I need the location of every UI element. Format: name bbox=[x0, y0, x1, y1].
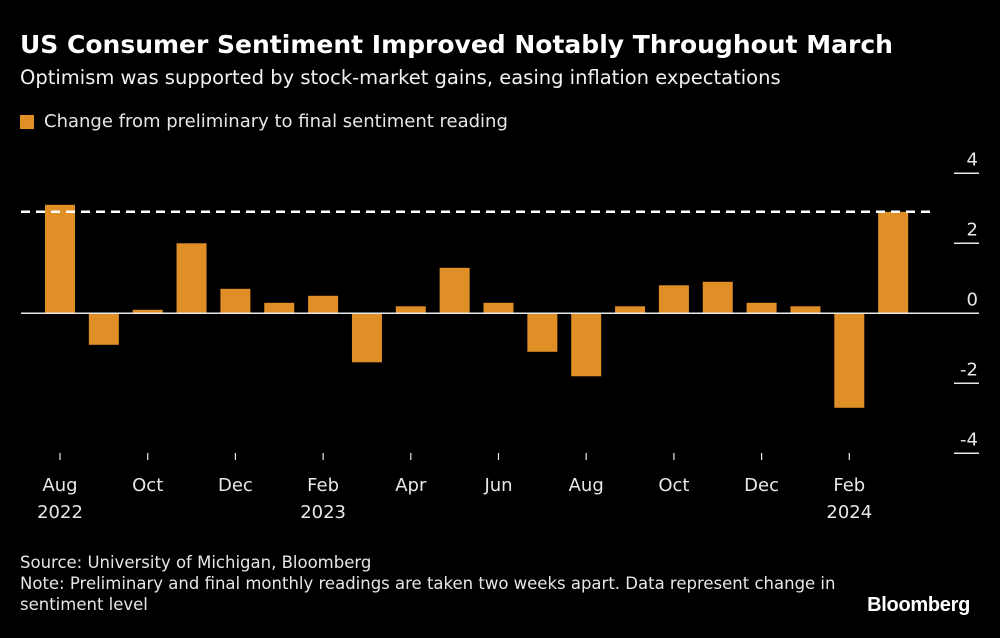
x-tick-label: Aug bbox=[569, 475, 604, 496]
x-tick-label: Dec bbox=[744, 475, 779, 496]
bar-mar-2024 bbox=[878, 211, 909, 314]
y-tick-label: 2 bbox=[967, 219, 978, 240]
legend: Change from preliminary to final sentime… bbox=[20, 111, 508, 132]
bar-apr-2023 bbox=[395, 306, 426, 314]
note-text: Note: Preliminary and final monthly read… bbox=[20, 574, 836, 614]
y-tick-label: -4 bbox=[960, 429, 978, 450]
bar-sep-2023 bbox=[615, 306, 646, 314]
bar-oct-2022 bbox=[132, 309, 163, 314]
x-tick-label: Feb bbox=[307, 475, 339, 496]
bar-may-2023 bbox=[439, 267, 470, 314]
x-tick-year-label: 2024 bbox=[826, 502, 872, 523]
x-tick-label: Apr bbox=[395, 475, 427, 496]
bar-jan-2024 bbox=[790, 306, 821, 314]
bar-jul-2023 bbox=[527, 313, 558, 352]
bar-dec-2022 bbox=[220, 288, 251, 314]
chart-subtitle: Optimism was supported by stock-market g… bbox=[20, 66, 781, 89]
bar-aug-2023 bbox=[571, 313, 602, 377]
x-tick-year-label: 2023 bbox=[300, 502, 346, 523]
bar-sep-2022 bbox=[88, 313, 119, 345]
x-tick-label: Feb bbox=[833, 475, 865, 496]
x-tick-label: Jun bbox=[483, 475, 512, 496]
chart-title: US Consumer Sentiment Improved Notably T… bbox=[20, 30, 893, 59]
y-tick-label: -2 bbox=[960, 359, 978, 380]
bar-nov-2023 bbox=[702, 281, 733, 314]
bar-dec-2023 bbox=[746, 302, 777, 314]
source-text: Source: University of Michigan, Bloomber… bbox=[20, 553, 372, 572]
bar-feb-2024 bbox=[834, 313, 865, 408]
bar-mar-2023 bbox=[351, 313, 382, 363]
bar-jan-2023 bbox=[264, 302, 295, 314]
legend-swatch bbox=[20, 114, 34, 129]
x-tick-year-label: 2022 bbox=[37, 502, 83, 523]
x-tick-label: Oct bbox=[132, 475, 163, 496]
x-tick-label: Dec bbox=[218, 475, 253, 496]
bloomberg-logo: Bloomberg bbox=[867, 594, 970, 616]
y-tick-label: 4 bbox=[967, 149, 978, 170]
x-tick-label: Oct bbox=[658, 475, 689, 496]
bar-feb-2023 bbox=[308, 295, 339, 314]
footer: Source: University of Michigan, Bloomber… bbox=[20, 552, 840, 615]
x-tick-label: Aug bbox=[42, 475, 77, 496]
legend-label: Change from preliminary to final sentime… bbox=[44, 111, 508, 132]
bar-aug-2022 bbox=[45, 204, 75, 314]
bar-jun-2023 bbox=[483, 302, 514, 314]
y-tick-label: 0 bbox=[967, 289, 978, 310]
bar-oct-2023 bbox=[658, 285, 689, 314]
bar-nov-2022 bbox=[176, 243, 207, 314]
